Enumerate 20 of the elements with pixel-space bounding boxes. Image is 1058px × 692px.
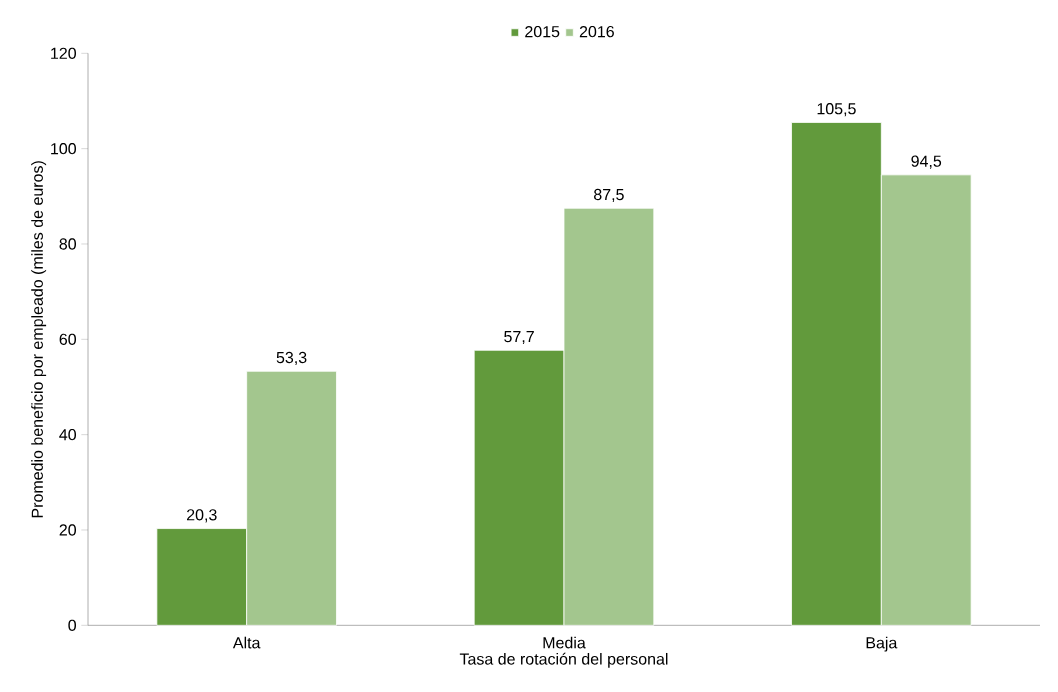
y-tick-label: 0 [68, 619, 77, 631]
legend-label: 2015 [525, 25, 560, 38]
data-label: 105,5 [817, 103, 856, 117]
y-tick-label: 40 [59, 429, 77, 441]
x-tick-label: Alta [232, 636, 261, 649]
data-label: 57,7 [504, 331, 534, 345]
y-tick-label: 60 [59, 333, 77, 345]
data-label: 20,3 [186, 509, 217, 523]
data-label: 53,3 [276, 351, 307, 366]
x-axis-title: Tasa de rotación del personal [459, 652, 668, 668]
y-tick-label: 120 [51, 47, 77, 59]
y-tick-label: 80 [59, 238, 77, 250]
x-tick-label: Baja [866, 636, 898, 652]
data-label: 87,5 [594, 188, 624, 203]
y-tick-label: 100 [51, 143, 77, 155]
legend-label: 2016 [579, 25, 614, 38]
x-tick-label: Media [543, 636, 586, 649]
data-label: 94,5 [911, 155, 942, 169]
y-axis-title: Promedio beneficio por empleado (miles de euros) [31, 161, 47, 518]
y-tick-label: 20 [59, 524, 77, 536]
